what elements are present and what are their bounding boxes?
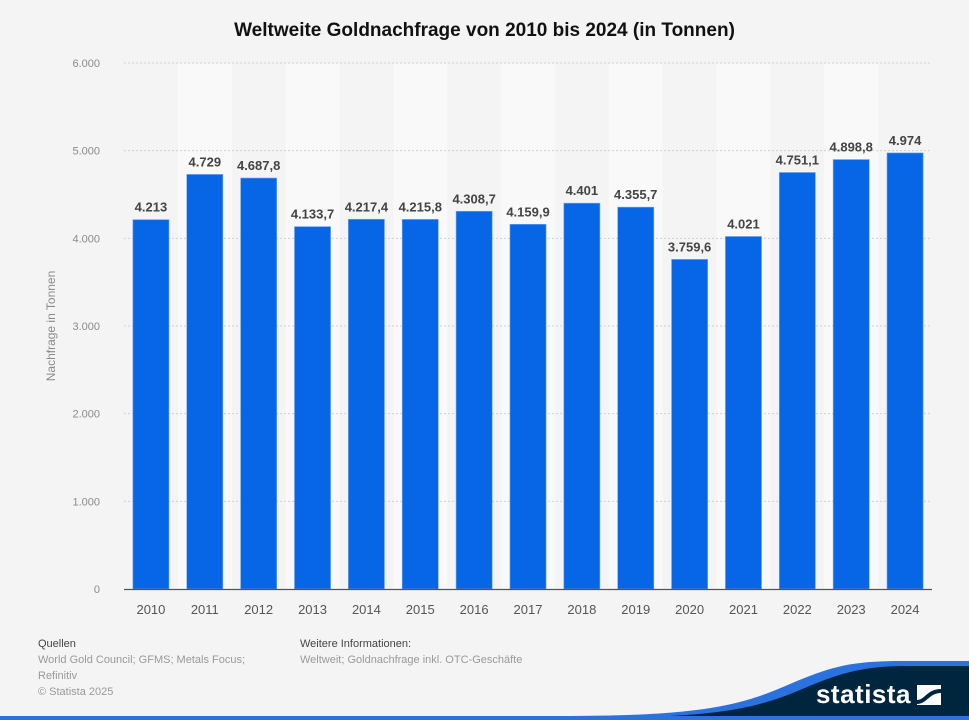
y-tick-label: 2.000 bbox=[72, 409, 100, 421]
bar-2023[interactable] bbox=[832, 159, 870, 590]
bar-2016[interactable] bbox=[455, 210, 493, 590]
bar-2018[interactable] bbox=[563, 202, 601, 590]
bar-2019[interactable] bbox=[617, 206, 655, 590]
y-tick-label: 5.000 bbox=[72, 146, 100, 158]
x-tick-label: 2011 bbox=[191, 602, 219, 617]
x-tick-label: 2019 bbox=[621, 602, 650, 617]
sources-line-1: World Gold Council; GFMS; Metals Focus; bbox=[38, 654, 246, 666]
bar-2013[interactable] bbox=[294, 226, 331, 590]
x-tick-label: 2023 bbox=[837, 602, 866, 617]
x-tick-label: 2015 bbox=[406, 602, 435, 617]
x-tick-label: 2018 bbox=[567, 602, 596, 617]
statista-logo[interactable]: statista bbox=[815, 679, 911, 709]
data-labels: 4.213 4.729 4.687,8 4.133,7 4.217,4 4.215,8 4.… bbox=[135, 133, 922, 254]
y-tick-label: 0 bbox=[94, 584, 100, 596]
data-label: 4.159,9 bbox=[506, 204, 549, 219]
data-label: 4.687,8 bbox=[237, 158, 280, 173]
bar-2014[interactable] bbox=[348, 218, 385, 590]
bar-2010[interactable] bbox=[132, 219, 170, 590]
y-axis-title: Nachfrage in Tonnen bbox=[44, 271, 58, 382]
data-label: 4.401 bbox=[566, 183, 599, 198]
data-label: 4.215,8 bbox=[399, 199, 442, 214]
y-tick-label: 1.000 bbox=[72, 496, 100, 508]
chart-title: Weltweite Goldnachfrage von 2010 bis 202… bbox=[234, 20, 735, 41]
bar-2012[interactable] bbox=[240, 177, 278, 590]
y-tick-label: 6.000 bbox=[72, 58, 100, 70]
bar-2011[interactable] bbox=[186, 174, 224, 590]
data-label: 4.021 bbox=[727, 216, 760, 231]
x-tick-label: 2017 bbox=[514, 602, 543, 617]
bar-2020[interactable] bbox=[671, 259, 708, 590]
x-tick-label: 2016 bbox=[460, 602, 489, 617]
bar-2021[interactable] bbox=[725, 236, 762, 590]
x-tick-label: 2022 bbox=[783, 602, 812, 617]
data-label: 4.213 bbox=[135, 200, 168, 215]
info-text: Weltweit; Goldnachfrage inkl. OTC-Geschä… bbox=[300, 654, 523, 666]
data-label: 3.759,6 bbox=[668, 239, 711, 254]
x-tick-label: 2012 bbox=[244, 602, 273, 617]
bar-2015[interactable] bbox=[401, 219, 439, 590]
y-tick-label: 3.000 bbox=[72, 321, 100, 333]
x-tick-label: 2020 bbox=[675, 602, 704, 617]
sources-heading: Quellen bbox=[38, 638, 76, 650]
info-heading[interactable]: Weitere Informationen: bbox=[300, 638, 412, 650]
info-block: Weitere Informationen: Weltweit; Goldnac… bbox=[300, 636, 522, 668]
bar-2017[interactable] bbox=[509, 224, 547, 590]
x-tick-label: 2014 bbox=[352, 602, 381, 617]
statista-logo-icon bbox=[917, 685, 941, 705]
x-tick-label: 2013 bbox=[298, 602, 327, 617]
bars bbox=[132, 152, 924, 590]
data-label: 4.133,7 bbox=[291, 207, 334, 222]
data-label: 4.898,8 bbox=[830, 140, 873, 155]
y-tick-label: 4.000 bbox=[72, 233, 100, 245]
copyright: © Statista 2025 bbox=[38, 686, 114, 698]
bar-2022[interactable] bbox=[778, 172, 816, 590]
data-label: 4.729 bbox=[189, 154, 222, 169]
sources-line-2: Refinitiv bbox=[38, 670, 78, 682]
data-label: 4.308,7 bbox=[452, 191, 495, 206]
x-tick-label: 2024 bbox=[891, 602, 920, 617]
data-label: 4.355,7 bbox=[614, 187, 657, 202]
data-label: 4.974 bbox=[889, 133, 922, 148]
x-tick-label: 2010 bbox=[136, 602, 165, 617]
data-label: 4.217,4 bbox=[345, 199, 389, 214]
data-label: 4.751,1 bbox=[776, 152, 819, 167]
bar-2024[interactable] bbox=[886, 152, 924, 590]
x-axis-ticks: 2010 2011 2012 2013 2014 2015 2016 2017 2018 2019… bbox=[136, 602, 919, 617]
y-axis-ticks: 0 1.000 2.000 3.000 4.000 5.000 6.000 bbox=[72, 58, 100, 596]
x-tick-label: 2021 bbox=[729, 602, 758, 617]
sources-block: Quellen World Gold Council; GFMS; Metals… bbox=[38, 636, 245, 700]
